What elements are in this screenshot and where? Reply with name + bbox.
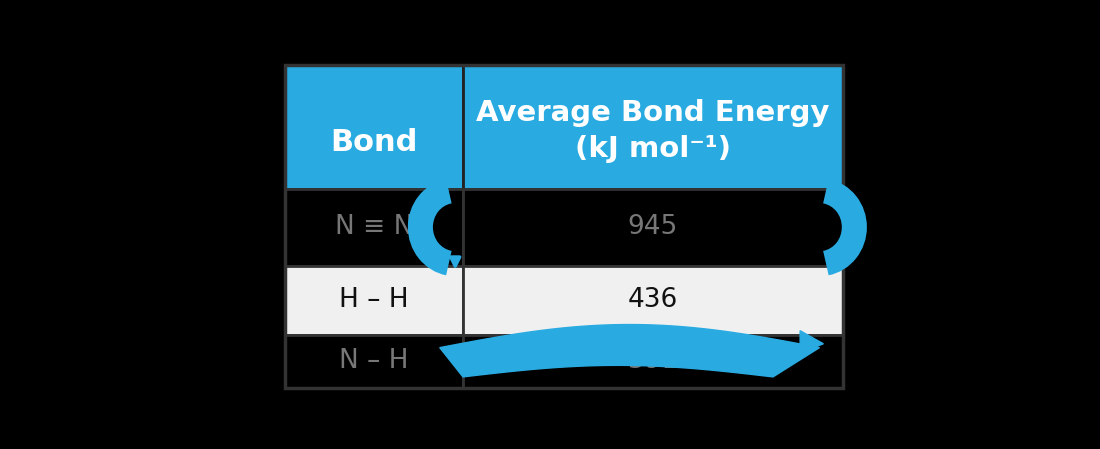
Bar (285, 66, 463, 189)
Bar (463, 189, 843, 266)
Text: Bond: Bond (330, 128, 418, 157)
Polygon shape (440, 325, 820, 377)
Bar (463, 335, 843, 388)
Bar (285, 66, 843, 388)
Bar (463, 66, 843, 189)
Text: (kJ mol⁻¹): (kJ mol⁻¹) (575, 135, 730, 163)
Bar (463, 266, 843, 335)
Text: N ≡ N: N ≡ N (334, 214, 414, 240)
Text: Average Bond Energy: Average Bond Energy (476, 99, 829, 127)
Bar (285, 266, 463, 335)
Bar (285, 335, 463, 388)
Polygon shape (800, 331, 824, 353)
Text: H – H: H – H (339, 287, 409, 313)
Text: 391: 391 (628, 348, 678, 374)
Text: N – H: N – H (339, 348, 408, 374)
Text: 945: 945 (628, 214, 678, 240)
Bar (285, 189, 463, 266)
Text: 436: 436 (628, 287, 678, 313)
